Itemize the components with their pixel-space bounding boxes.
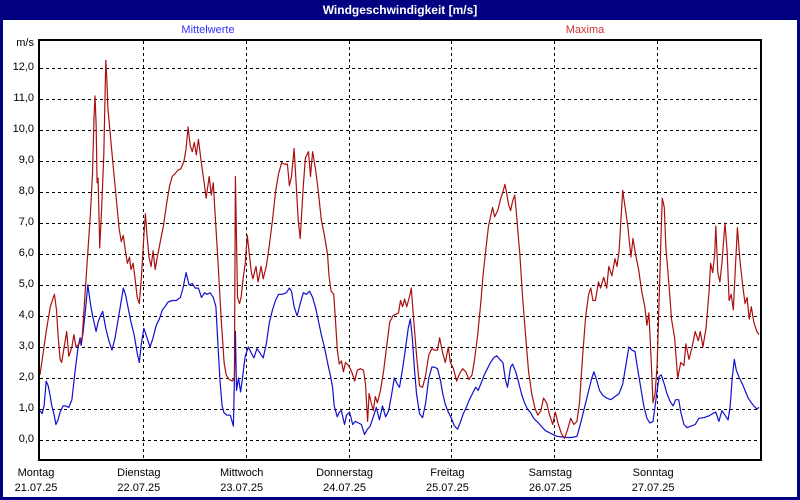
- y-tick-label: 12,0: [12, 61, 34, 73]
- y-tick-label: 11,0: [13, 92, 34, 104]
- y-tick-label: 2,0: [18, 371, 34, 383]
- legend-label-mittelwerte: Mittelwerte: [181, 24, 235, 36]
- x-day-name-label: Mittwoch: [220, 467, 264, 479]
- plot-area: [38, 39, 762, 461]
- y-tick-label: 1,0: [18, 402, 34, 414]
- y-tick-label: 8,0: [18, 185, 34, 197]
- legend-label-maxima: Maxima: [565, 24, 605, 36]
- window-frame-bottom: [0, 497, 800, 500]
- wind-speed-chart: [40, 41, 760, 459]
- x-day-name-label: Montag: [17, 467, 55, 479]
- x-day-name-label: Donnerstag: [316, 467, 373, 479]
- series-line-mittelwerte: [40, 272, 760, 439]
- y-tick-label: 4,0: [18, 309, 34, 321]
- y-axis-unit-label: m/s: [16, 37, 34, 49]
- x-day-date-label: 21.07.25: [14, 482, 58, 494]
- window-frame-right: [797, 0, 800, 500]
- x-day-date-label: 25.07.25: [426, 482, 469, 494]
- series-line-maxima: [40, 59, 760, 439]
- y-tick-label: 5,0: [18, 278, 34, 290]
- y-tick-label: 3,0: [18, 340, 34, 352]
- y-tick-label: 0,0: [18, 433, 34, 445]
- y-tick-label: 6,0: [18, 247, 34, 259]
- y-tick-label: 9,0: [18, 154, 34, 166]
- y-tick-label: 7,0: [18, 216, 34, 228]
- window-frame-left: [0, 0, 3, 500]
- x-day-name-label: Freitag: [430, 467, 465, 479]
- x-day-name-label: Dienstag: [117, 467, 161, 479]
- x-day-date-label: 22.07.25: [117, 482, 161, 494]
- window-title: Windgeschwindigkeit [m/s]: [0, 0, 800, 20]
- x-day-name-label: Sonntag: [632, 467, 674, 479]
- x-day-date-label: 27.07.25: [631, 482, 675, 494]
- x-day-date-label: 23.07.25: [220, 482, 264, 494]
- y-tick-label: 10,0: [12, 123, 34, 135]
- x-day-date-label: 26.07.25: [528, 482, 572, 494]
- x-day-name-label: Samstag: [528, 467, 572, 479]
- x-day-date-label: 24.07.25: [323, 482, 366, 494]
